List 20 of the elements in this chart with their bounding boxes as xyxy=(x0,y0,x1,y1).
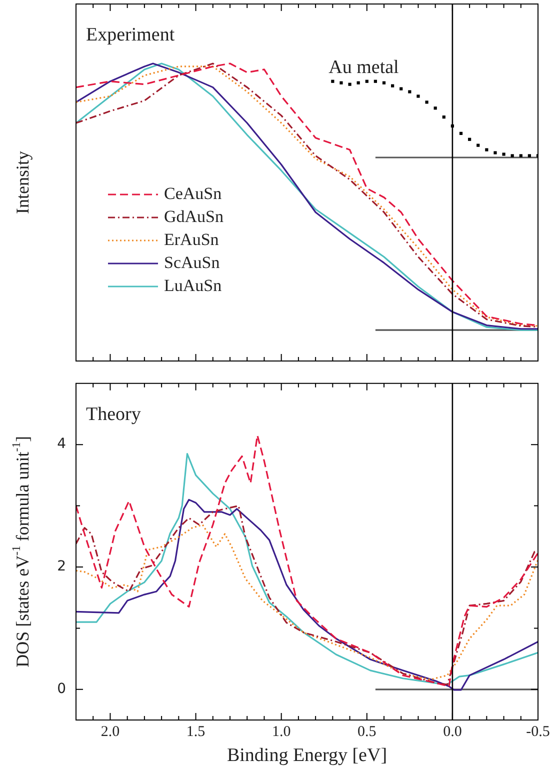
annotation: Theory xyxy=(86,404,142,425)
x-axis-title: Binding Energy [eV] xyxy=(226,744,388,766)
y-tick-label: 0 xyxy=(57,681,66,698)
y-axis-title: Intensity xyxy=(12,150,33,214)
legend-label: ErAuSn xyxy=(164,230,220,249)
x-tick-label: 1.5 xyxy=(186,724,206,740)
series-label: Au metal xyxy=(328,56,399,78)
x-tick-label: 1.0 xyxy=(272,724,291,740)
legend-label: ScAuSn xyxy=(164,252,220,272)
x-tick-label: 0.5 xyxy=(358,724,376,740)
y-tick-label: 4 xyxy=(57,436,66,452)
legend-label: LuAuSn xyxy=(164,276,222,295)
x-tick-label: -0.5 xyxy=(526,724,550,740)
legend-label: GdAuSn xyxy=(164,206,224,226)
text: Experiment xyxy=(86,24,176,46)
legend-label: CeAuSn xyxy=(164,184,222,203)
x-tick-label: 0.0 xyxy=(443,724,462,740)
x-tick-label: 2.0 xyxy=(100,724,120,740)
y-axis-title: DOS [states eV-1 formula unit-1] xyxy=(10,436,33,668)
y-tick-label: 2 xyxy=(57,558,66,575)
